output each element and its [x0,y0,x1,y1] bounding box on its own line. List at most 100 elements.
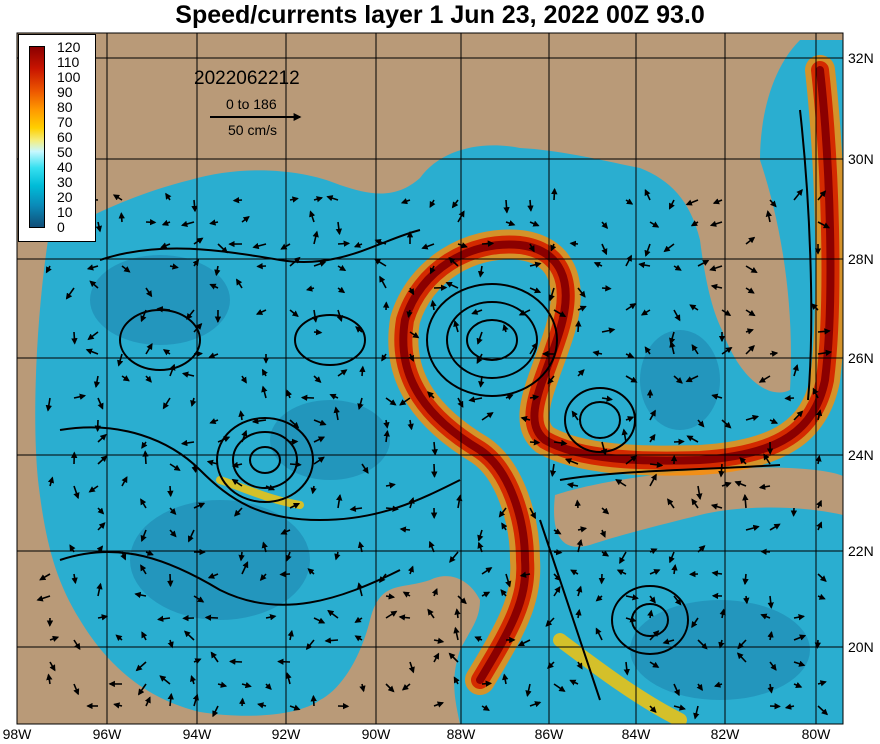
current-arrow [313,456,325,465]
current-arrow [157,615,171,623]
current-arrow [686,435,699,443]
current-arrow [286,389,293,399]
current-arrow [793,682,803,688]
legend-tick: 40 [57,159,73,175]
current-arrow [769,199,777,208]
current-arrow [289,309,299,317]
latitude-label: 28N [848,251,874,267]
current-arrow [238,697,246,707]
current-arrow [121,265,131,273]
timestamp-label: 2022062212 [194,68,300,89]
current-arrow [503,199,510,214]
current-arrow [671,564,678,575]
current-arrow [498,507,507,518]
current-arrow [468,396,483,403]
current-arrow [745,414,760,422]
current-arrow [810,303,819,311]
current-arrow [406,309,413,319]
current-arrow [427,608,435,619]
current-arrow [673,375,683,384]
current-arrow [398,614,411,621]
current-arrow [719,608,726,619]
current-arrow [527,199,534,212]
current-arrow [73,683,80,696]
current-arrow [601,285,612,292]
current-arrow [356,582,364,597]
current-arrow [238,551,245,562]
current-arrow [209,219,219,226]
current-arrow [574,499,581,509]
current-arrow [817,573,827,582]
current-arrow [817,593,826,600]
current-arrow [180,220,195,228]
current-arrow [145,287,153,298]
current-arrow [381,353,388,362]
current-arrow [257,702,267,709]
current-arrow [385,610,398,619]
current-arrow [333,406,340,421]
current-arrow [553,573,562,581]
current-arrow [529,342,538,355]
current-arrow [337,240,351,247]
current-arrow [433,652,440,663]
current-arrow [399,397,411,406]
current-arrow [793,189,803,201]
current-arrow [73,393,87,400]
current-arrow [569,240,579,247]
current-arrow [169,507,177,515]
current-arrow [162,349,171,356]
current-arrow [673,704,686,711]
current-arrow [385,505,399,512]
current-arrow [334,551,341,561]
current-arrow [520,416,531,423]
current-arrow [817,705,829,716]
current-arrow [529,507,537,520]
current-arrow [120,551,127,561]
current-arrow [71,573,78,585]
current-arrow [279,571,291,578]
current-arrow [142,450,149,465]
current-arrow [668,551,675,564]
current-arrow [474,636,483,643]
current-arrow [644,346,651,355]
current-arrow [451,199,459,209]
current-arrow [765,210,772,223]
current-arrow [644,243,651,257]
current-arrow [697,259,710,267]
current-arrow [337,264,347,271]
current-arrow [758,483,771,490]
current-arrow [167,573,174,588]
current-arrow [236,278,243,289]
current-arrow [193,595,205,603]
longitude-label: 98W [2,726,32,742]
current-arrow [481,591,491,598]
current-arrow [644,188,651,201]
current-arrow [265,683,272,691]
latitude-label: 32N [848,50,874,66]
current-arrow [310,694,317,707]
current-arrow [357,541,365,553]
current-arrow [478,375,485,388]
current-arrow [190,674,197,685]
current-arrow [575,320,582,333]
latitude-label: 30N [848,151,874,167]
current-arrow [697,419,705,428]
current-arrow [117,353,124,367]
current-arrow [649,705,657,714]
current-arrow [186,309,195,320]
current-arrow [767,683,774,694]
current-arrow [575,608,582,619]
current-arrow [97,507,105,515]
current-arrow [481,704,490,711]
current-arrow [433,701,445,708]
current-arrow [252,242,267,250]
current-arrow [745,236,756,245]
current-arrow [408,496,415,509]
current-arrow [481,680,493,687]
current-arrow [374,258,387,267]
current-arrow [261,385,268,399]
current-arrow [121,476,128,487]
current-arrow [500,589,507,597]
current-arrow [505,220,516,227]
